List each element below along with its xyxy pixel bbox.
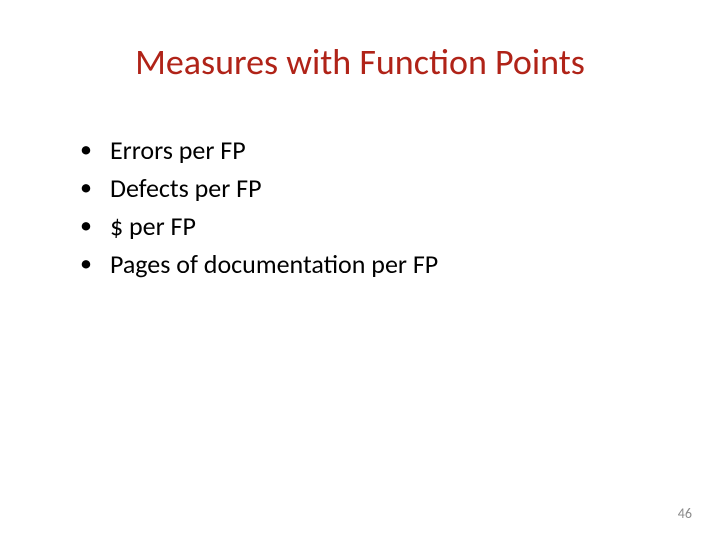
bullet-icon: • (80, 134, 92, 166)
list-item: • Errors per FP (80, 134, 670, 166)
list-item: • $ per FP (80, 210, 670, 242)
slide-title: Measures with Function Points (50, 40, 670, 84)
bullet-text: Pages of documentation per FP (110, 248, 438, 280)
list-item: • Pages of documentation per FP (80, 248, 670, 280)
bullet-text: Defects per FP (110, 172, 262, 204)
bullet-icon: • (80, 248, 92, 280)
list-item: • Defects per FP (80, 172, 670, 204)
bullet-icon: • (80, 172, 92, 204)
bullet-list: • Errors per FP • Defects per FP • $ per… (50, 134, 670, 280)
slide-container: Measures with Function Points • Errors p… (0, 0, 720, 540)
bullet-icon: • (80, 210, 92, 242)
bullet-text: Errors per FP (110, 134, 246, 166)
page-number: 46 (678, 505, 692, 522)
bullet-text: $ per FP (110, 210, 196, 242)
